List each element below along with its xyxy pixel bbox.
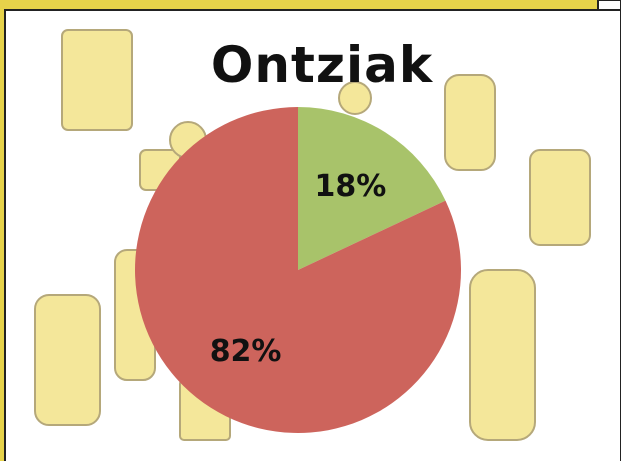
chart: Ontziak 18% 82%: [0, 0, 621, 461]
value-label: 82%: [210, 334, 282, 369]
chart-title: Ontziak: [211, 36, 434, 94]
value-label: 18%: [314, 169, 386, 204]
